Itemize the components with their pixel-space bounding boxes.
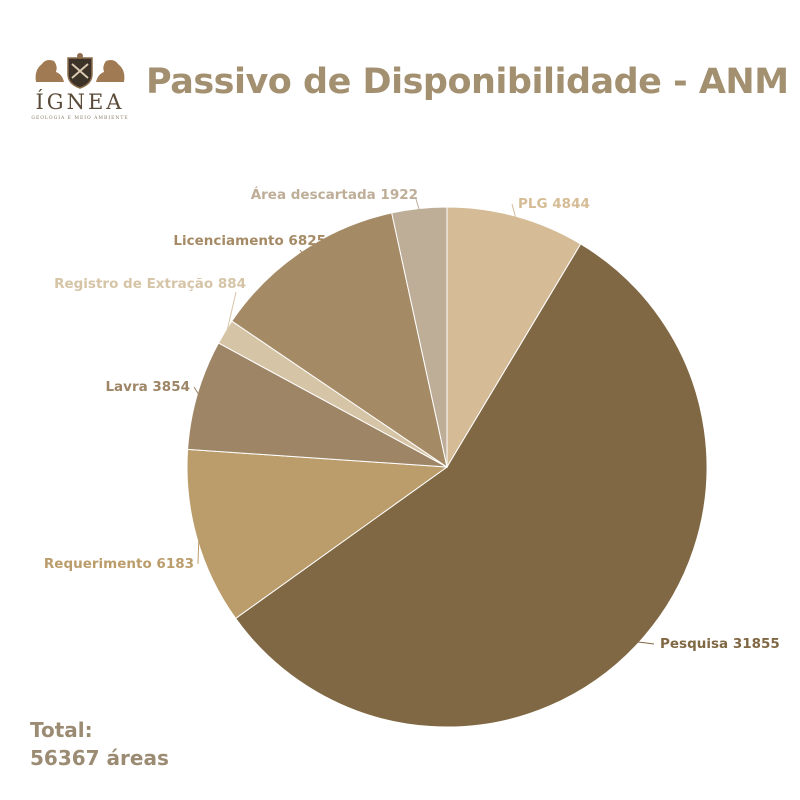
slice-label-plg: PLG 4844 <box>518 196 590 212</box>
slice-label-licenciamento: Licenciamento 6825 <box>173 233 326 249</box>
page-title: Passivo de Disponibilidade - ANM <box>146 62 789 102</box>
leader-line-registro-de-extracao <box>226 291 237 334</box>
total-value: 56367 áreas <box>30 746 169 770</box>
pie-slice-requerimento <box>186 448 449 620</box>
total-summary: Total: 56367 áreas <box>30 716 169 772</box>
pie-slice-pesquisa <box>234 243 708 728</box>
logo-wordmark: ÍGNEA <box>35 90 125 114</box>
pie-slice-plg <box>446 206 582 469</box>
slice-label-requerimento: Requerimento 6183 <box>44 556 194 572</box>
leader-line-lavra <box>193 386 200 396</box>
slice-label-area-descartada: Área descartada 1922 <box>251 186 418 203</box>
leader-line-requerimento <box>197 537 200 565</box>
pie-slice-lavra <box>187 342 448 468</box>
leader-line-plg <box>511 203 517 219</box>
slice-label-pesquisa: Pesquisa 31855 <box>660 636 780 652</box>
slice-label-lavra: Lavra 3854 <box>105 379 190 395</box>
leader-line-licenciamento <box>299 249 303 254</box>
leader-line-pesquisa <box>636 641 655 645</box>
logo-tagline: GEOLOGIA E MEIO AMBIENTE <box>31 116 129 121</box>
total-label: Total: <box>30 718 93 742</box>
ignea-logo: ÍGNEA GEOLOGIA E MEIO AMBIENTE <box>28 52 132 126</box>
slice-label-registro-de-extracao: Registro de Extração 884 <box>54 276 246 292</box>
logo-emblem-icon <box>35 53 125 89</box>
leader-line-area-descartada <box>415 198 420 211</box>
